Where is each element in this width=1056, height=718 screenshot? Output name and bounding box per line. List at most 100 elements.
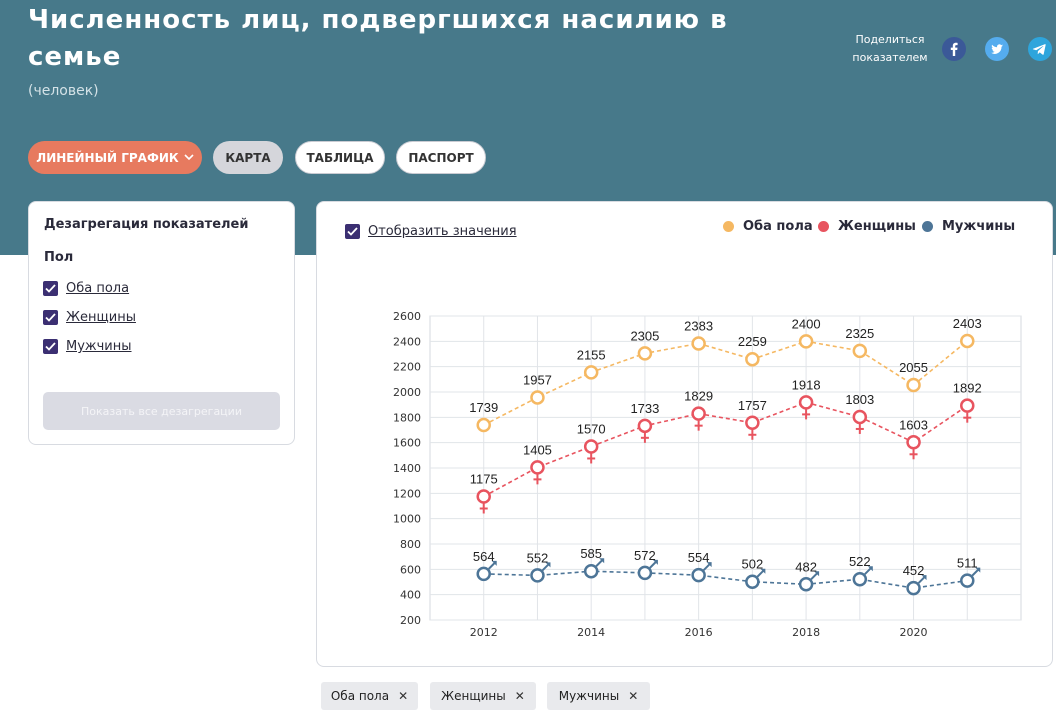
- x-tick-label: 2014: [577, 626, 605, 639]
- data-point-both: [852, 343, 868, 359]
- tab-map[interactable]: КАРТА: [213, 141, 283, 174]
- data-point-women: [637, 418, 653, 434]
- data-label: 1918: [792, 377, 821, 392]
- data-label: 2055: [899, 360, 928, 375]
- legend-both-sexes[interactable]: Оба пола: [723, 219, 813, 234]
- data-label: 1733: [630, 401, 659, 416]
- male-symbol-icon: [921, 575, 927, 581]
- legend-men[interactable]: Мужчины: [922, 219, 1015, 234]
- data-point-both: [960, 333, 975, 349]
- data-label: 2259: [738, 334, 767, 349]
- data-label: 552: [527, 550, 549, 565]
- x-tick-label: 2016: [685, 626, 713, 639]
- option-label[interactable]: Оба пола: [66, 281, 130, 296]
- checkbox-checked-icon[interactable]: [345, 224, 360, 239]
- data-point-women: [960, 398, 975, 413]
- chip-label: Женщины: [441, 689, 506, 703]
- close-icon[interactable]: ✕: [514, 689, 525, 703]
- show-all-disaggregations-button[interactable]: Показать все дезагрегации: [43, 392, 280, 430]
- data-label: 1603: [899, 417, 928, 432]
- y-tick-label: 600: [400, 563, 421, 576]
- share-label: Поделиться показателем: [852, 33, 928, 64]
- legend-women[interactable]: Женщины: [818, 219, 916, 234]
- data-label: 554: [688, 550, 710, 565]
- male-symbol-icon: [652, 559, 658, 565]
- legend-dot-icon: [818, 221, 829, 232]
- data-label: 572: [634, 548, 656, 563]
- data-point-men: [906, 580, 921, 596]
- data-point-men: [691, 567, 706, 583]
- show-values-label[interactable]: Отобразить значения: [368, 224, 517, 239]
- page-title: Численность лиц, подвергшихся насилию в …: [28, 5, 728, 72]
- facebook-icon[interactable]: [942, 37, 966, 61]
- filter-chip-men[interactable]: Мужчины ✕: [547, 682, 650, 710]
- x-tick-label: 2018: [792, 626, 820, 639]
- tab-table[interactable]: ТАБЛИЦА: [295, 141, 385, 174]
- y-tick-label: 1800: [393, 411, 421, 424]
- disaggregation-title: Дезагрегация показателей: [44, 217, 249, 232]
- data-point-both: [583, 365, 599, 380]
- y-tick-label: 1000: [393, 513, 421, 526]
- twitter-icon[interactable]: [985, 37, 1009, 61]
- option-label[interactable]: Женщины: [66, 310, 136, 325]
- option-men[interactable]: Мужчины: [43, 336, 132, 355]
- data-point-both: [476, 417, 491, 433]
- data-point-women: [583, 439, 599, 454]
- chevron-down-icon: [184, 154, 194, 161]
- data-label: 502: [742, 557, 764, 572]
- male-symbol-icon: [867, 566, 873, 572]
- data-label: 1829: [684, 389, 713, 404]
- filter-chip-women[interactable]: Женщины ✕: [430, 682, 536, 710]
- show-values-toggle[interactable]: Отобразить значения: [345, 221, 517, 240]
- tab-line-chart[interactable]: ЛИНЕЙНЫЙ ГРАФИК: [28, 141, 202, 174]
- male-symbol-icon: [814, 571, 820, 577]
- series-line-women: [483, 401, 968, 498]
- data-label: 1957: [523, 372, 552, 387]
- option-both-sexes[interactable]: Оба пола: [43, 278, 129, 297]
- close-icon[interactable]: ✕: [628, 689, 639, 703]
- y-tick-label: 2000: [393, 386, 421, 399]
- y-tick-label: 800: [400, 538, 421, 551]
- data-point-women: [906, 435, 921, 450]
- series-line-men: [483, 570, 968, 589]
- y-tick-label: 1400: [393, 462, 421, 475]
- tab-passport[interactable]: ПАСПОРТ: [396, 141, 486, 174]
- male-symbol-icon: [760, 568, 766, 574]
- option-women[interactable]: Женщины: [43, 307, 136, 326]
- data-label: 2403: [953, 316, 982, 331]
- male-symbol-icon: [706, 562, 712, 568]
- data-label: 511: [957, 556, 978, 571]
- checkbox-checked-icon[interactable]: [43, 310, 58, 325]
- y-tick-label: 1600: [393, 437, 421, 450]
- checkbox-checked-icon[interactable]: [43, 281, 58, 296]
- data-point-men: [798, 577, 814, 592]
- y-tick-label: 2600: [393, 310, 421, 323]
- data-point-women: [798, 395, 814, 410]
- data-point-men: [960, 573, 975, 588]
- data-point-men: [637, 565, 653, 581]
- data-label: 2155: [577, 347, 606, 362]
- data-label: 2383: [684, 318, 713, 333]
- data-point-women: [691, 406, 706, 421]
- page-subtitle: (человек): [28, 83, 99, 99]
- y-tick-label: 200: [400, 614, 421, 627]
- data-label: 1892: [953, 381, 982, 396]
- filter-chip-both-sexes[interactable]: Оба пола ✕: [321, 682, 418, 710]
- close-icon[interactable]: ✕: [398, 689, 409, 703]
- data-label: 1757: [738, 398, 767, 413]
- legend-dot-icon: [723, 221, 734, 232]
- legend-dot-icon: [922, 221, 933, 232]
- legend-label: Женщины: [838, 219, 916, 234]
- checkbox-checked-icon[interactable]: [43, 339, 58, 354]
- male-symbol-icon: [599, 558, 605, 564]
- data-point-men: [530, 568, 545, 583]
- telegram-icon[interactable]: [1028, 37, 1052, 61]
- y-tick-label: 1200: [393, 487, 421, 500]
- data-label: 452: [903, 563, 925, 578]
- y-tick-label: 2400: [393, 335, 421, 348]
- data-label: 564: [473, 549, 495, 564]
- male-symbol-icon: [545, 562, 551, 568]
- data-point-men: [852, 571, 868, 587]
- option-label[interactable]: Мужчины: [66, 339, 132, 354]
